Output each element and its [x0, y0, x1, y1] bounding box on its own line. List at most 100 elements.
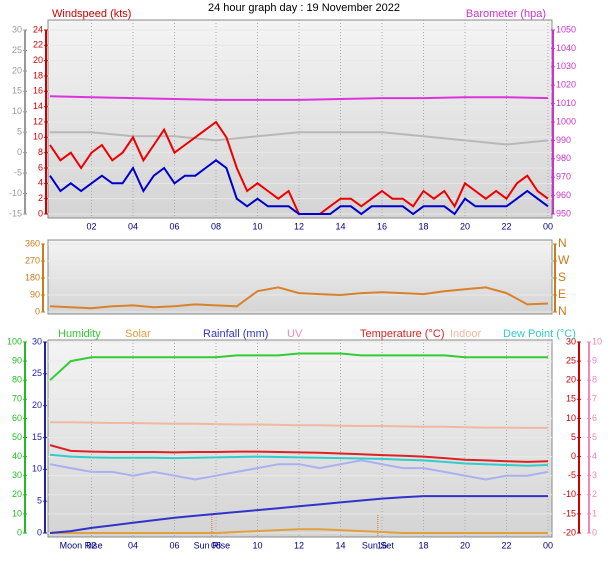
- y-tick-label: -20: [563, 527, 576, 537]
- y-tick-label: -5: [14, 167, 22, 177]
- legend-entry: Temperature (°C): [360, 328, 444, 340]
- y-tick-label: -10: [563, 489, 576, 499]
- y-tick-label: -10: [9, 188, 22, 198]
- x-tick-label: 08: [211, 540, 221, 550]
- y-tick-label: 960: [556, 190, 571, 200]
- y-tick-label: -5: [568, 470, 576, 480]
- y-tick-label: 25: [12, 45, 22, 55]
- y-tick-label: 5: [592, 432, 597, 442]
- y-tick-label: 3: [592, 470, 597, 480]
- x-tick-label: 08: [211, 221, 221, 231]
- y-tick-label: 990: [556, 135, 571, 145]
- y-tick-label: 6: [592, 413, 597, 423]
- y-tick-label: 10: [566, 413, 576, 423]
- y-tick-label: 1010: [556, 98, 576, 108]
- y-tick-label: 5: [37, 496, 42, 506]
- annotation: Sun Set: [362, 540, 395, 550]
- y-tick-label: 25: [32, 368, 42, 378]
- y-tick-label: 970: [556, 172, 571, 182]
- x-tick-label: 04: [128, 221, 138, 231]
- x-tick-label: 16: [377, 540, 387, 550]
- axis-label: Barometer (hpa): [466, 8, 546, 20]
- y-tick-label: 14: [33, 101, 43, 111]
- y-tick-label: 30: [12, 24, 22, 34]
- y-tick-label: 5: [17, 127, 22, 137]
- y-tick-label: 8: [38, 147, 43, 157]
- x-tick-label: 20: [460, 221, 470, 231]
- y-tick-label: 10: [32, 464, 42, 474]
- y-tick-label: 12: [33, 116, 43, 126]
- axis-label: Windspeed (kts): [52, 8, 131, 20]
- y-tick-label: 100: [7, 336, 22, 346]
- y-tick-label: 22: [33, 40, 43, 50]
- series-line: [49, 159, 549, 216]
- y-tick-label: 15: [12, 86, 22, 96]
- series-line: [50, 421, 548, 429]
- y-tick-label: S: [558, 270, 566, 284]
- y-tick-label: W: [558, 253, 570, 267]
- x-tick-label: 10: [252, 540, 262, 550]
- y-tick-label: 950: [556, 208, 571, 218]
- y-tick-label: 1050: [556, 24, 576, 34]
- y-tick-label: 1000: [556, 116, 576, 126]
- y-tick-label: 1020: [556, 80, 576, 90]
- series-line: [49, 444, 549, 463]
- legend-entry: Rainfall (mm): [203, 328, 268, 340]
- y-tick-label: 15: [32, 432, 42, 442]
- series-line: [49, 459, 549, 481]
- y-tick-label: 4: [592, 451, 597, 461]
- series-line: [49, 95, 549, 101]
- y-tick-label: 9: [592, 355, 597, 365]
- series-line: [49, 495, 548, 534]
- annotation: Sun Rise: [194, 540, 231, 550]
- y-tick-label: 6: [38, 162, 43, 172]
- panel-direction: [47, 239, 553, 315]
- y-tick-label: 50: [12, 432, 22, 442]
- y-tick-label: 8: [592, 375, 597, 385]
- y-tick-label: 1: [592, 508, 597, 518]
- chart-title: 24 hour graph day : 19 November 2022: [208, 2, 400, 14]
- y-tick-label: 0: [37, 527, 42, 537]
- y-tick-label: 60: [12, 413, 22, 423]
- legend-entry: Dew Point (°C): [503, 328, 576, 340]
- y-tick-label: 180: [25, 272, 40, 282]
- x-tick-label: 02: [86, 221, 96, 231]
- y-tick-label: 80: [12, 375, 22, 385]
- y-tick-label: 30: [566, 336, 576, 346]
- y-tick-label: 90: [12, 355, 22, 365]
- series-line: [49, 453, 549, 467]
- x-tick-label: 18: [418, 540, 428, 550]
- x-tick-label: 12: [294, 221, 304, 231]
- x-tick-label: 00: [543, 540, 553, 550]
- x-tick-label: 10: [252, 221, 262, 231]
- axis-label: UV: [287, 328, 303, 340]
- y-tick-label: 5: [571, 432, 576, 442]
- y-tick-label: 20: [12, 65, 22, 75]
- x-tick-label: 12: [294, 540, 304, 550]
- y-tick-label: 360: [25, 238, 40, 248]
- y-tick-label: 0: [571, 451, 576, 461]
- y-tick-label: 1040: [556, 43, 576, 53]
- y-tick-label: 2: [592, 489, 597, 499]
- panel-wind: [47, 19, 553, 219]
- y-tick-label: 10: [592, 336, 602, 346]
- x-tick-label: 02: [86, 540, 96, 550]
- y-tick-label: -15: [563, 508, 576, 518]
- legend-entry: Indoor: [450, 328, 482, 340]
- y-tick-label: 980: [556, 153, 571, 163]
- y-tick-label: 20: [33, 55, 43, 65]
- y-tick-label: 70: [12, 394, 22, 404]
- series-line: [50, 528, 548, 534]
- y-tick-label: 15: [566, 394, 576, 404]
- x-tick-label: 14: [335, 221, 345, 231]
- x-tick-label: 14: [335, 540, 345, 550]
- y-tick-label: 10: [33, 132, 43, 142]
- y-tick-label: 10: [12, 508, 22, 518]
- x-tick-label: 00: [543, 221, 553, 231]
- x-tick-label: 22: [501, 221, 511, 231]
- y-tick-label: 0: [38, 208, 43, 218]
- x-tick-label: 06: [169, 221, 179, 231]
- x-tick-label: 18: [418, 221, 428, 231]
- legend-entry: Solar: [125, 328, 151, 340]
